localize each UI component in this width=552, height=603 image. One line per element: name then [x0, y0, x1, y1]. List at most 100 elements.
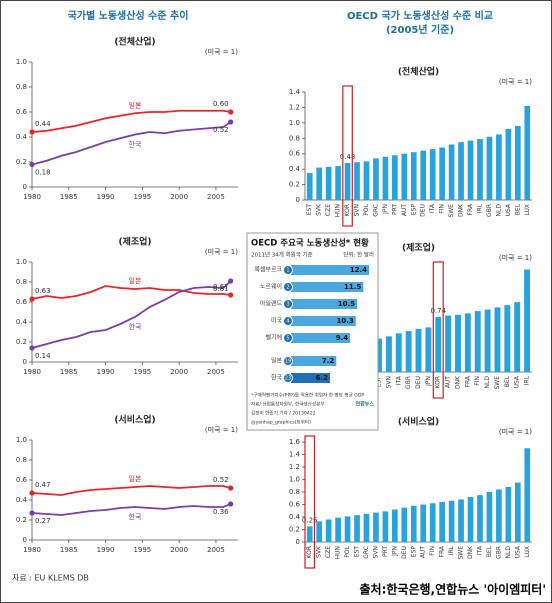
- bar: [494, 307, 501, 372]
- x-tick-label: DEU: [420, 204, 427, 217]
- x-tick-label: DNK: [458, 203, 465, 217]
- y-tick-label: 0.4: [289, 513, 301, 521]
- end-dot: [29, 345, 35, 351]
- inset-note: 김정미 한종기 기자 / 20130422: [251, 410, 316, 417]
- rank: 23: [285, 376, 291, 382]
- x-tick-label: SVN: [385, 376, 392, 388]
- inset-box: [246, 232, 379, 431]
- bar: [514, 302, 521, 372]
- line: [31, 503, 231, 516]
- bar: [415, 328, 422, 372]
- bar: [458, 142, 464, 200]
- y-tick-label: 0: [23, 358, 27, 366]
- bar: [439, 147, 445, 200]
- value-label: 6.2: [316, 374, 329, 382]
- x-tick-label: ESP: [410, 204, 417, 216]
- end-dot: [228, 119, 234, 125]
- end-dot: [29, 161, 35, 168]
- bar: [363, 161, 370, 200]
- x-tick-label: FIN: [474, 376, 481, 386]
- bar: [505, 129, 512, 200]
- highlight-box: [342, 85, 353, 227]
- bar: [354, 515, 360, 542]
- y-tick-label: 0.6: [289, 150, 301, 158]
- y-tick-label: 1.4: [289, 88, 301, 96]
- x-tick-label: HUN: [335, 546, 342, 559]
- value-label: 10.5: [338, 300, 355, 308]
- inset-note: @yonhap_graphics(트위터): [251, 419, 311, 426]
- x-tick-label: NLD: [495, 204, 502, 217]
- x-tick-label: 1985: [60, 546, 78, 554]
- bar: [395, 333, 402, 372]
- y-tick-label: 0.8: [16, 278, 27, 286]
- y-tick-label: 0: [296, 196, 300, 204]
- chart-title: (제조업): [402, 242, 435, 254]
- x-tick-label: SVN: [354, 204, 361, 216]
- value-label: 0.48: [340, 153, 356, 161]
- x-tick-label: DEU: [415, 376, 422, 389]
- x-tick-label: POL: [344, 545, 351, 557]
- unit-note: (미국 = 1): [499, 253, 532, 262]
- y-tick-label: 0.2: [16, 338, 27, 346]
- x-tick-label: KOR: [344, 204, 351, 217]
- bar: [474, 311, 481, 372]
- bar: [467, 497, 474, 542]
- end-dot: [228, 485, 234, 491]
- bar: [363, 513, 370, 542]
- rank-badge: [283, 333, 293, 343]
- bar: [484, 309, 491, 372]
- x-tick-label: FIN: [429, 546, 436, 556]
- bar: [448, 500, 455, 542]
- value-label: 0.81: [213, 285, 229, 293]
- x-tick-label: 1980: [23, 368, 41, 376]
- bar: [392, 155, 398, 200]
- inset-title: OECD 주요국 노동생산성* 현황: [251, 238, 369, 249]
- bar: [344, 162, 351, 200]
- x-tick-label: 1995: [133, 193, 151, 201]
- y-tick-label: 0.6: [16, 476, 28, 484]
- x-tick-label: KOR: [435, 376, 442, 389]
- x-tick-label: IRL: [524, 375, 531, 385]
- unit-note: (미국 = 1): [205, 247, 238, 256]
- unit-note: (미국 = 1): [499, 77, 532, 86]
- value-label: 0.44: [35, 120, 51, 128]
- y-tick-label: 0.8: [289, 488, 300, 496]
- bar: [373, 158, 379, 200]
- inset-label: 노르웨이: [260, 283, 282, 291]
- x-tick-label: KOR: [306, 546, 313, 559]
- line: [31, 121, 232, 166]
- x-tick-label: FRA: [464, 375, 471, 387]
- x-tick-label: SWE: [448, 204, 455, 218]
- x-tick-label: LUX: [524, 204, 531, 216]
- bar: [429, 503, 436, 542]
- inset-label: 아일랜드: [260, 300, 283, 308]
- end-dot: [29, 490, 35, 496]
- x-tick-label: SVK: [316, 203, 323, 216]
- value-label: 0.47: [35, 481, 51, 489]
- bar: [420, 504, 427, 542]
- bar: [376, 338, 382, 372]
- x-tick-label: SWE: [494, 376, 501, 390]
- x-tick-label: FIN: [439, 204, 446, 214]
- inset-label: 한국: [271, 375, 283, 382]
- x-tick-label: BEL: [504, 375, 511, 387]
- bar: [429, 149, 436, 200]
- bar: [335, 517, 341, 542]
- bar: [496, 489, 502, 542]
- line: [31, 280, 232, 349]
- bar: [448, 144, 455, 200]
- x-tick-label: AUT: [445, 376, 452, 388]
- rank-badge: [283, 316, 293, 326]
- x-tick-label: FRA: [467, 203, 474, 215]
- series-label: 일본: [129, 100, 142, 109]
- y-tick-label: 0.2: [289, 526, 300, 534]
- rank: 2: [286, 285, 289, 291]
- y-tick-label: 1.0: [289, 119, 300, 127]
- source: 자료 : EU KLEMS DB: [12, 574, 89, 583]
- x-tick-label: ESP: [376, 376, 383, 388]
- value-label: 0.52: [213, 126, 229, 134]
- y-tick-label: 1.0: [16, 436, 27, 444]
- y-tick-label: 0.4: [16, 318, 28, 326]
- y-tick-label: 0.8: [289, 134, 300, 142]
- bar: [496, 134, 502, 200]
